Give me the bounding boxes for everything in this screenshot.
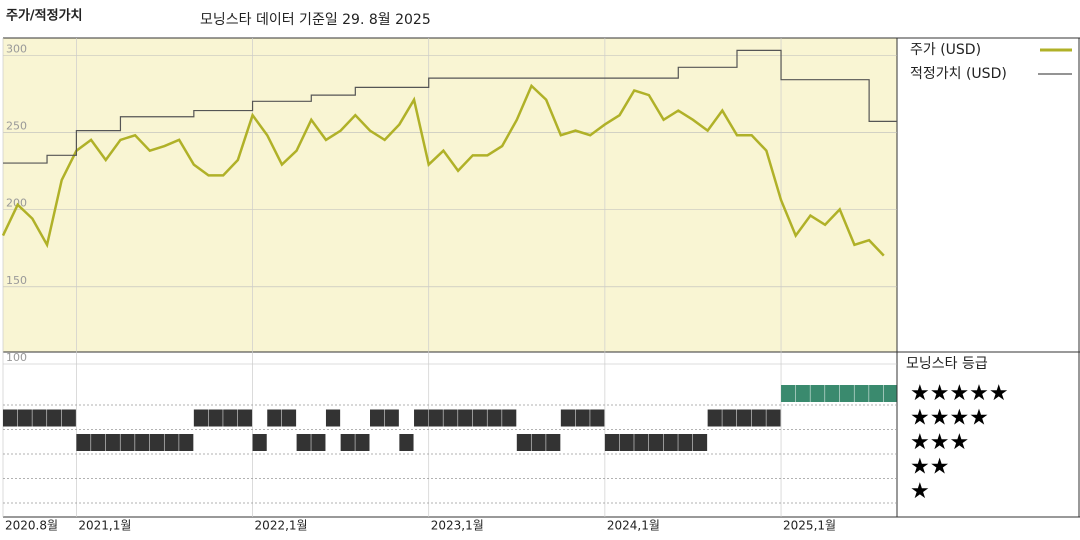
rating-bar (384, 409, 399, 427)
rating-bar (443, 409, 458, 427)
y-tick-label: 100 (6, 351, 27, 364)
y-tick-label: 150 (6, 274, 27, 287)
x-tick-label: 2021,1월 (78, 519, 131, 533)
rating-bar (707, 409, 722, 427)
rating-bar (311, 434, 326, 451)
rating-bar (619, 434, 634, 451)
x-tick-label: 2024,1월 (607, 519, 660, 533)
chart-title: 주가/적정가치 (6, 8, 83, 24)
rating-bar (722, 409, 737, 427)
rating-bar (487, 409, 502, 427)
rating-bar (325, 409, 341, 427)
x-tick-label: 2025,1월 (783, 519, 836, 533)
rating-bar (590, 409, 605, 427)
y-tick-label: 250 (6, 119, 27, 132)
x-tick-label: 2020.8월 (5, 519, 58, 533)
rating-label: ★★★★ (910, 406, 989, 431)
rating-bar (883, 385, 897, 402)
rating-bar (370, 409, 385, 427)
rating-label: ★★ (910, 455, 949, 480)
chart-subtitle: 모닝스타 데이터 기준일 29. 8월 2025 (200, 12, 431, 28)
rating-bar (3, 409, 18, 427)
rating-bar (281, 409, 297, 427)
rating-bar (737, 409, 752, 427)
rating-bar (663, 434, 678, 451)
rating-bar (61, 409, 76, 427)
rating-bar (47, 409, 62, 427)
y-tick-label: 300 (6, 42, 27, 55)
rating-bar (502, 409, 517, 427)
rating-bar (751, 409, 766, 427)
rating-bar (428, 409, 443, 427)
y-tick-label: 200 (6, 197, 27, 210)
rating-bar (149, 434, 164, 451)
rating-bar (839, 385, 854, 402)
rating-bar (531, 434, 546, 451)
rating-label: ★★★ (910, 430, 969, 455)
rating-bar (164, 434, 179, 451)
rating-bar (76, 434, 91, 451)
rating-bar (179, 434, 194, 451)
legend-label: 적정가치 (USD) (910, 66, 1007, 82)
rating-bar (223, 409, 238, 427)
x-tick-label: 2023,1월 (431, 519, 484, 533)
rating-bar (869, 385, 884, 402)
rating-label: ★★★★★ (910, 381, 1009, 406)
rating-bar (208, 409, 223, 427)
rating-label: ★ (910, 479, 930, 504)
rating-bar (120, 434, 135, 451)
rating-bar (648, 434, 664, 451)
rating-bar (296, 434, 311, 451)
rating-bar (135, 434, 150, 451)
rating-bar (32, 409, 47, 427)
rating-bar (472, 409, 487, 427)
rating-title: 모닝스타 등급 (906, 356, 988, 372)
rating-bar (105, 434, 120, 451)
series-line (3, 49, 897, 164)
rating-bar (516, 434, 531, 451)
rating-bar (692, 434, 708, 451)
rating-bar (399, 434, 414, 451)
rating-bar (267, 409, 282, 427)
price-panel (3, 38, 897, 352)
rating-bar (414, 409, 429, 427)
rating-bar (193, 409, 209, 427)
rating-bar (781, 385, 796, 402)
rating-bar (795, 385, 810, 402)
rating-bar (825, 385, 840, 402)
rating-bar (560, 409, 576, 427)
rating-bar (340, 434, 355, 451)
rating-bar (355, 434, 370, 451)
series-line (1, 83, 885, 257)
rating-bar (634, 434, 649, 451)
rating-bar (458, 409, 473, 427)
rating-bar (854, 385, 869, 402)
x-tick-label: 2022,1월 (255, 519, 308, 533)
rating-bar (810, 385, 825, 402)
rating-bar (237, 409, 253, 427)
rating-bar (252, 434, 267, 451)
legend-label: 주가 (USD) (910, 42, 981, 58)
rating-bar (766, 409, 781, 427)
rating-bar (91, 434, 106, 451)
rating-bar (604, 434, 620, 451)
rating-bar (678, 434, 693, 451)
rating-bar (17, 409, 32, 427)
rating-bar (575, 409, 590, 427)
rating-bar (546, 434, 561, 451)
